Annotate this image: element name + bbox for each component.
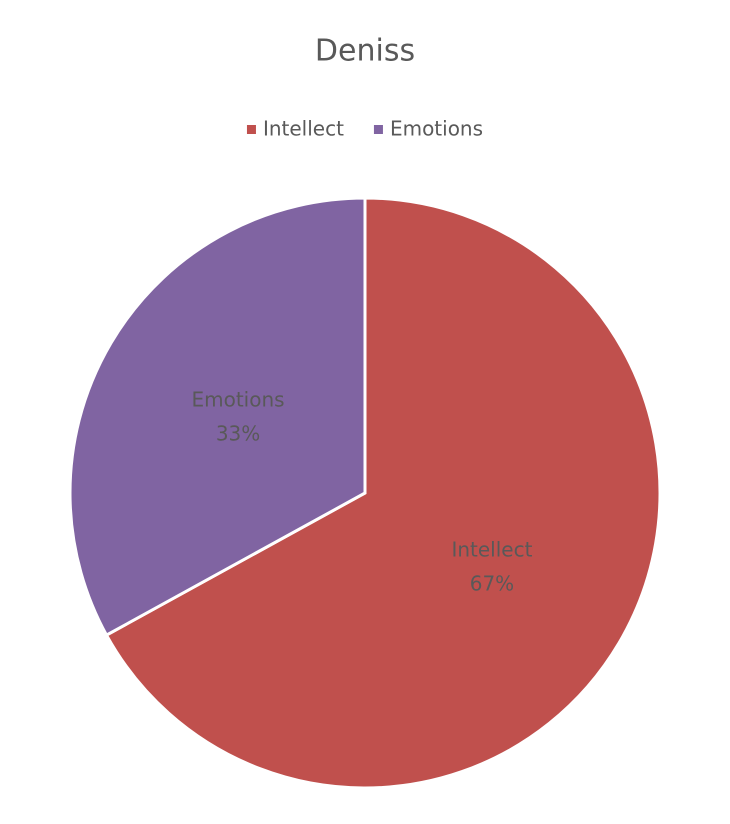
legend: Intellect Emotions	[246, 117, 483, 141]
legend-item: Intellect	[246, 117, 344, 141]
legend-label: Emotions	[390, 117, 483, 141]
data-label-value: 67%	[470, 572, 514, 596]
pie-slice	[68, 196, 367, 638]
data-labels: Intellect 67% Emotions 33%	[191, 387, 532, 595]
pie-slice	[104, 196, 662, 790]
data-label-category: Emotions	[191, 387, 284, 411]
data-label-category: Intellect	[451, 538, 532, 562]
legend-label: Intellect	[263, 117, 344, 141]
pie	[68, 196, 662, 790]
legend-swatch	[373, 125, 383, 134]
chart-title: Deniss	[315, 34, 415, 69]
legend-swatch	[246, 125, 256, 134]
legend-item: Emotions	[373, 117, 483, 141]
data-label-value: 33%	[216, 421, 260, 445]
